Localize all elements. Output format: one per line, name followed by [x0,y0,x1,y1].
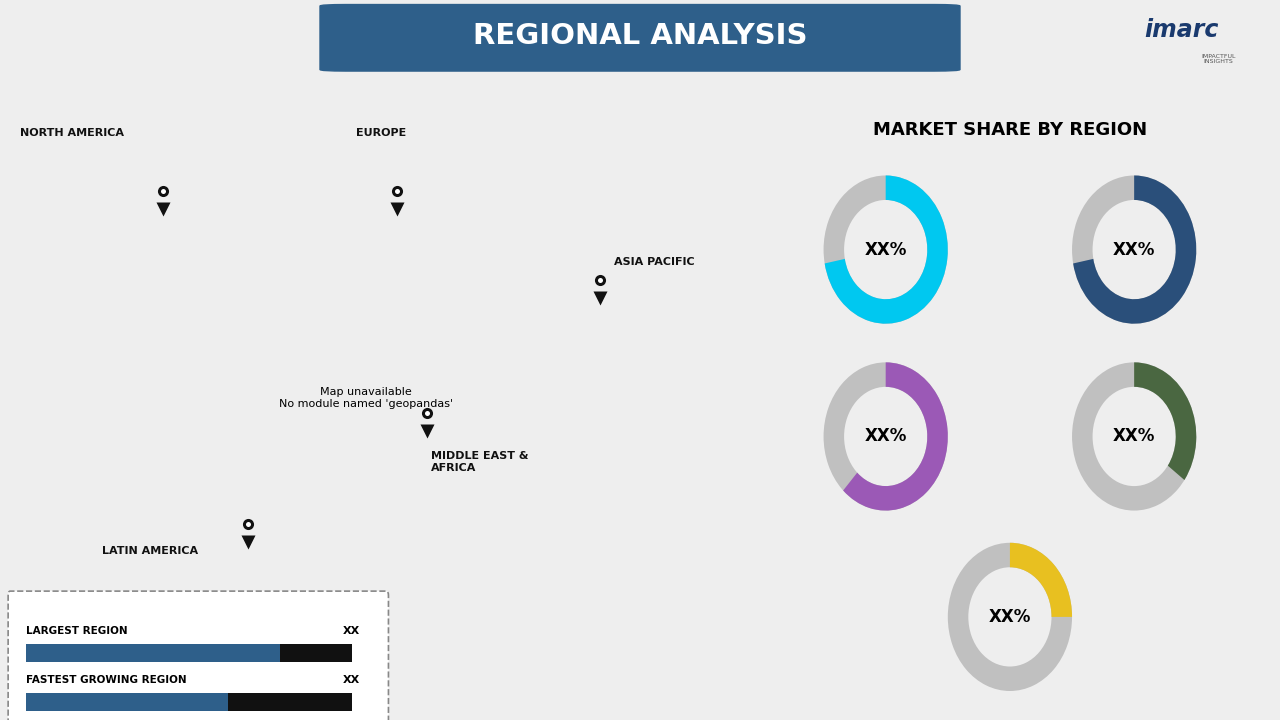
Bar [228,693,352,711]
Wedge shape [844,362,947,510]
Text: Map unavailable
No module named 'geopandas': Map unavailable No module named 'geopand… [279,387,453,409]
Wedge shape [823,176,947,324]
FancyBboxPatch shape [320,4,960,71]
Text: XX: XX [343,626,360,636]
Text: XX%: XX% [864,240,906,258]
Wedge shape [947,543,1073,691]
Text: MIDDLE EAST &
AFRICA: MIDDLE EAST & AFRICA [431,451,529,474]
Wedge shape [1010,543,1073,617]
Text: MARKET SHARE BY REGION: MARKET SHARE BY REGION [873,122,1147,140]
Wedge shape [823,362,947,510]
Text: REGIONAL ANALYSIS: REGIONAL ANALYSIS [472,22,808,50]
Wedge shape [1073,176,1197,324]
Text: XX%: XX% [864,428,906,446]
Bar [27,644,280,662]
Text: imarc: imarc [1144,18,1219,42]
Wedge shape [824,176,947,324]
Text: LARGEST REGION: LARGEST REGION [27,626,128,636]
Text: LATIN AMERICA: LATIN AMERICA [101,546,198,556]
Text: FASTEST GROWING REGION: FASTEST GROWING REGION [27,675,187,685]
Bar [280,644,352,662]
Bar [27,693,228,711]
Text: XX%: XX% [988,608,1032,626]
Text: ASIA PACIFIC: ASIA PACIFIC [614,257,695,267]
Wedge shape [1073,362,1197,510]
FancyBboxPatch shape [8,591,388,720]
Text: NORTH AMERICA: NORTH AMERICA [20,128,124,138]
Wedge shape [1073,176,1197,324]
Text: IMPACTFUL
INSIGHTS: IMPACTFUL INSIGHTS [1202,53,1235,64]
Wedge shape [1134,362,1197,480]
Text: EUROPE: EUROPE [356,128,406,138]
Text: XX: XX [343,675,360,685]
Text: XX%: XX% [1114,428,1156,446]
Text: XX%: XX% [1114,240,1156,258]
